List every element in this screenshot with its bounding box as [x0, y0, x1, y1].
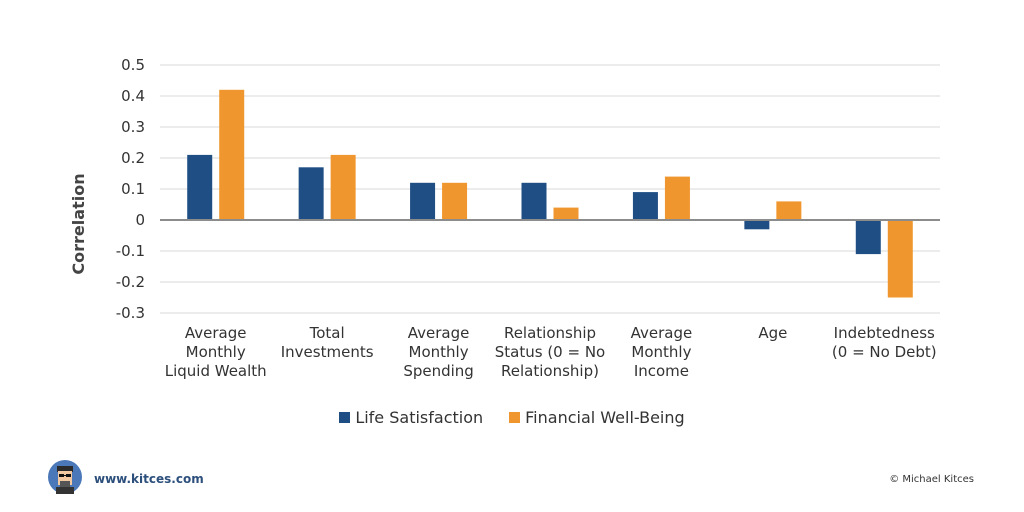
legend-label-life-satisfaction: Life Satisfaction: [355, 408, 484, 427]
y-tick-label: -0.1: [116, 242, 145, 260]
category-label: Total: [309, 324, 345, 342]
y-tick-labels: 0.5 0.4 0.3 0.2 0.1 0 -0.1 -0.2 -0.3: [116, 56, 145, 322]
bar-life-satisfaction-6: [855, 220, 881, 255]
legend: Life Satisfaction Financial Well-Being: [0, 408, 1024, 427]
legend-item-life-satisfaction: Life Satisfaction: [339, 408, 483, 427]
category-label: Relationship: [504, 324, 596, 342]
category-label: Status (0 = No: [495, 343, 605, 361]
legend-swatch-financial-well-being: [509, 412, 521, 423]
legend-label-financial-well-being: Financial Well-Being: [525, 408, 685, 427]
category-label: Relationship): [501, 362, 599, 380]
bar-life-satisfaction-4: [632, 192, 658, 220]
bar-financial-well-being-4: [664, 176, 690, 220]
y-tick-label: 0.1: [121, 180, 145, 198]
y-tick-label: 0.4: [121, 87, 145, 105]
footer-url-link[interactable]: www.kitces.com: [94, 472, 204, 486]
category-label: Average: [408, 324, 470, 342]
category-label: Investments: [281, 343, 374, 361]
bar-financial-well-being-6: [887, 220, 913, 298]
category-label: Monthly: [409, 343, 469, 361]
category-label: Monthly: [186, 343, 246, 361]
chart: 0.50.40.30.20.10-0.1-0.2-0.3 AverageMont…: [69, 56, 940, 380]
copyright-text: © Michael Kitces: [889, 474, 974, 485]
category-label: Spending: [403, 362, 474, 380]
category-label: Liquid Wealth: [165, 362, 267, 380]
y-tick-label: 0: [135, 211, 145, 229]
bars: [187, 89, 913, 298]
y-tick-label: 0.3: [121, 118, 145, 136]
bar-life-satisfaction-1: [298, 167, 324, 220]
bar-financial-well-being-2: [442, 182, 468, 220]
bar-life-satisfaction-3: [521, 182, 547, 220]
y-tick-label: 0.2: [121, 149, 145, 167]
y-tick-label: -0.2: [116, 273, 145, 291]
bar-financial-well-being-1: [330, 154, 356, 220]
gridlines: [160, 64, 940, 314]
category-label: Income: [634, 362, 689, 380]
legend-item-financial-well-being: Financial Well-Being: [509, 408, 685, 427]
category-label: Age: [758, 324, 787, 342]
category-label: Indebtedness: [834, 324, 935, 342]
y-tick-label: 0.5: [121, 56, 145, 74]
y-axis-title: Correlation: [69, 173, 88, 274]
avatar-icon: [48, 460, 82, 494]
category-label: Average: [185, 324, 247, 342]
bar-financial-well-being-3: [553, 207, 579, 220]
category-label: (0 = No Debt): [832, 343, 937, 361]
bar-financial-well-being-5: [776, 201, 802, 220]
y-tick-label: -0.3: [116, 304, 145, 322]
bar-financial-well-being-0: [219, 89, 245, 220]
category-label: Average: [631, 324, 693, 342]
category-label: Monthly: [631, 343, 691, 361]
bar-life-satisfaction-2: [410, 182, 436, 220]
legend-swatch-life-satisfaction: [339, 412, 351, 423]
bar-life-satisfaction-0: [187, 154, 213, 220]
bar-life-satisfaction-5: [744, 220, 770, 230]
